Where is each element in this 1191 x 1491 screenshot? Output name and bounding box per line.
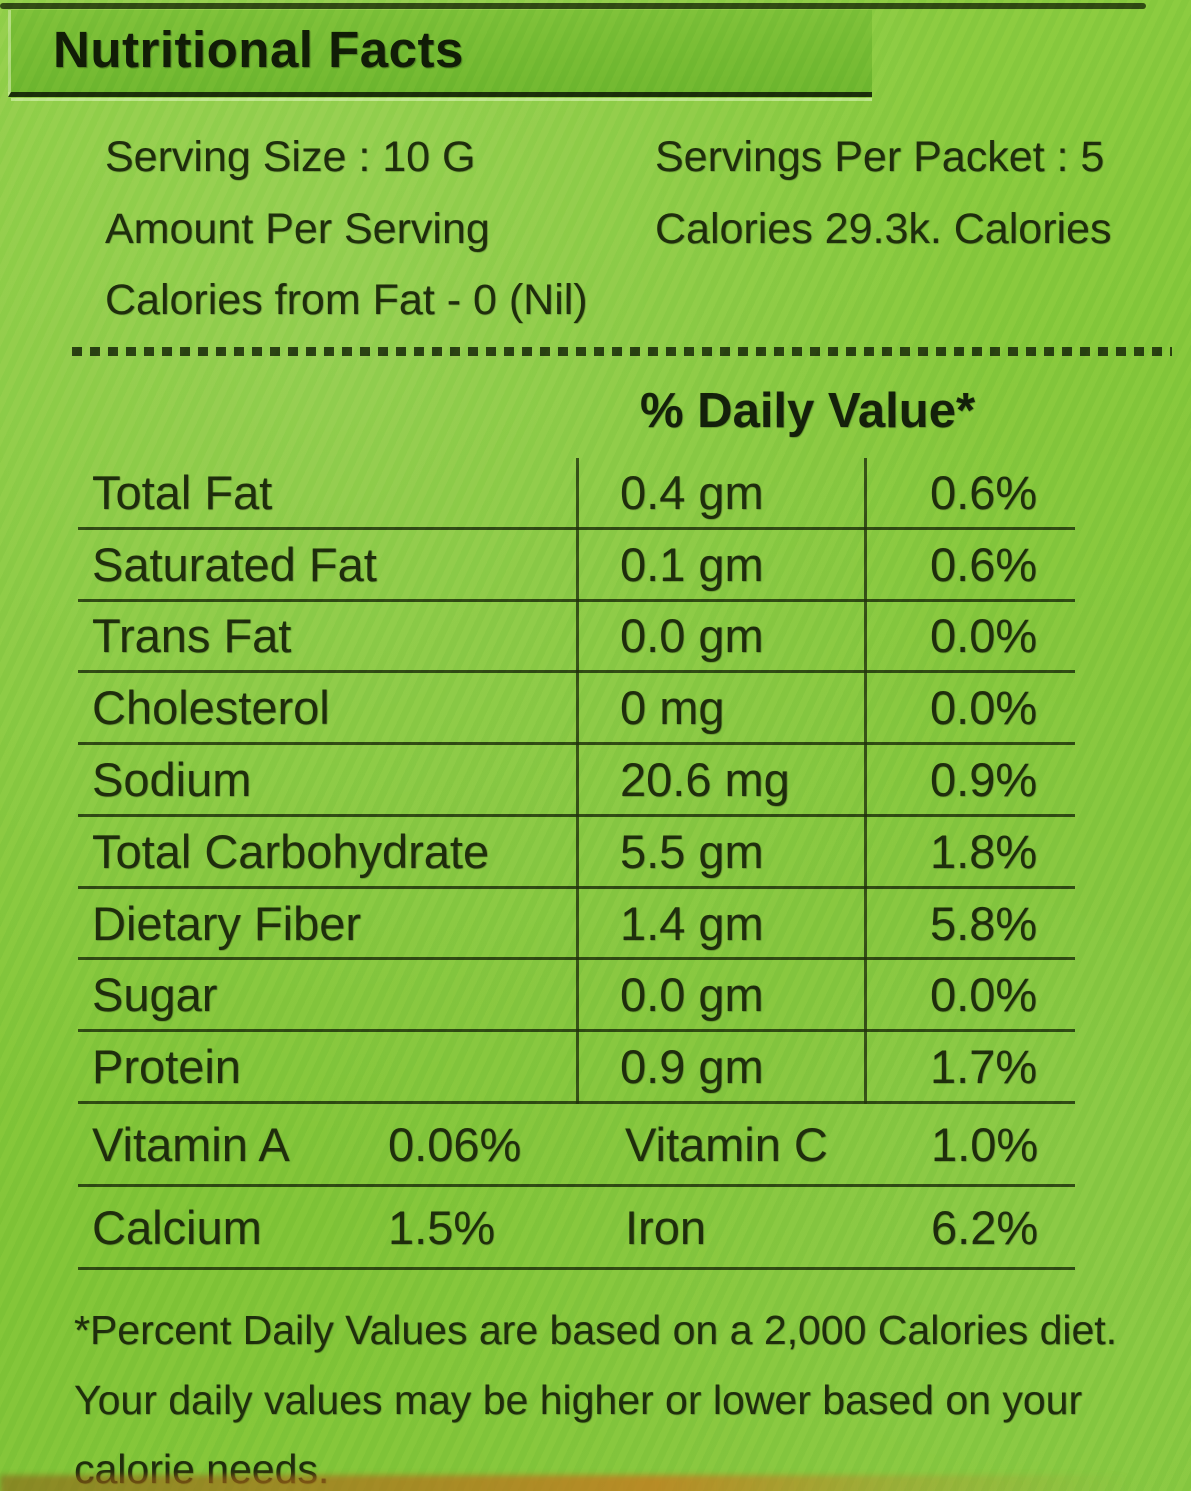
nutrient-name: Total Fat xyxy=(92,465,273,519)
table-row: Saturated Fat 0.1 gm 0.6% xyxy=(78,530,1075,602)
nutrient-name: Protein xyxy=(92,1040,241,1094)
table-row: Calcium 1.5% Iron 6.2% xyxy=(78,1187,1075,1270)
column-divider-1 xyxy=(576,458,579,1104)
daily-value-footnote: *Percent Daily Values are based on a 2,0… xyxy=(74,1296,1134,1491)
nutrient-amount: 0.4 gm xyxy=(620,465,764,519)
footnote-line: Your daily values may be higher or lower… xyxy=(74,1376,1083,1423)
micronutrient-name: Vitamin A xyxy=(92,1117,290,1171)
nutrient-amount: 20.6 mg xyxy=(620,752,790,806)
nutrient-daily-value: 1.7% xyxy=(930,1040,1038,1094)
nutrient-daily-value: 0.0% xyxy=(930,681,1038,735)
nutrient-daily-value: 1.8% xyxy=(930,824,1038,878)
top-border-line xyxy=(0,3,1146,9)
table-row: Vitamin A 0.06% Vitamin C 1.0% xyxy=(78,1104,1075,1187)
footnote-line: *Percent Daily Values are based on a 2,0… xyxy=(74,1307,1118,1353)
calories-from-fat-text: Calories from Fat - 0 (Nil) xyxy=(105,276,588,324)
nutrient-daily-value: 0.9% xyxy=(930,752,1038,806)
dotted-separator xyxy=(72,347,1172,356)
micronutrient-name: Vitamin C xyxy=(625,1117,828,1171)
nutrient-name: Saturated Fat xyxy=(92,537,377,591)
calories-text: Calories 29.3k. Calories xyxy=(655,205,1112,253)
servings-per-packet-text: Servings Per Packet : 5 xyxy=(655,133,1105,181)
micronutrient-name: Calcium xyxy=(92,1200,262,1254)
nutrient-daily-value: 5.8% xyxy=(930,896,1038,950)
footnote-line: calorie needs. xyxy=(74,1446,330,1491)
nutrient-name: Sodium xyxy=(92,752,252,806)
nutrient-amount: 5.5 gm xyxy=(620,824,764,878)
nutrient-amount: 0.1 gm xyxy=(620,537,764,591)
nutrient-amount: 1.4 gm xyxy=(620,896,764,950)
nutrient-daily-value: 0.6% xyxy=(930,465,1038,519)
nutrient-name: Total Carbohydrate xyxy=(92,824,490,878)
nutrient-name: Cholesterol xyxy=(92,681,330,735)
amount-per-serving-text: Amount Per Serving xyxy=(105,205,490,253)
label-title: Nutritional Facts xyxy=(53,21,464,78)
micronutrient-value: 0.06% xyxy=(388,1117,522,1171)
nutrient-amount: 0 mg xyxy=(620,681,725,735)
micronutrient-name: Iron xyxy=(625,1200,706,1254)
nutrient-name: Trans Fat xyxy=(92,609,292,663)
micronutrient-value: 6.2% xyxy=(931,1200,1039,1254)
nutrient-daily-value: 0.0% xyxy=(930,968,1038,1022)
nutrient-daily-value: 0.6% xyxy=(930,537,1038,591)
nutrient-name: Sugar xyxy=(92,968,218,1022)
nutrient-name: Dietary Fiber xyxy=(92,896,362,950)
serving-size-text: Serving Size : 10 G xyxy=(105,133,476,181)
nutrient-amount: 0.0 gm xyxy=(620,968,764,1022)
nutrient-amount: 0.0 gm xyxy=(620,609,764,663)
micronutrient-table: Vitamin A 0.06% Vitamin C 1.0% Calcium 1… xyxy=(78,1104,1075,1270)
label-header: Nutritional Facts xyxy=(8,10,872,101)
nutrient-daily-value: 0.0% xyxy=(930,609,1038,663)
nutrient-amount: 0.9 gm xyxy=(620,1040,764,1094)
micronutrient-value: 1.0% xyxy=(931,1117,1039,1171)
micronutrient-value: 1.5% xyxy=(388,1200,496,1254)
daily-value-header: % Daily Value* xyxy=(640,384,976,438)
column-divider-2 xyxy=(864,458,867,1104)
